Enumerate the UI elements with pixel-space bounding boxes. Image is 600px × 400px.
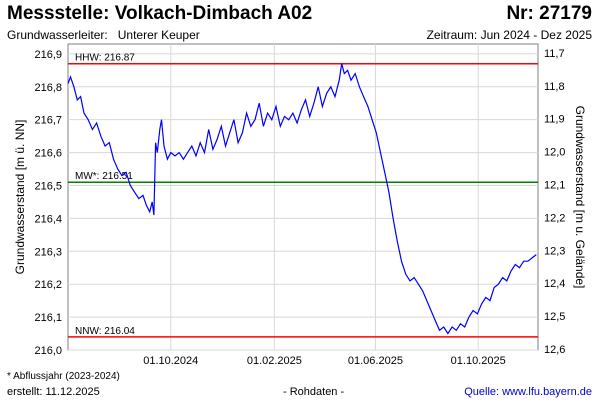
aquifer-label: Grundwasserleiter:	[7, 28, 108, 42]
station-number: Nr: 27179	[506, 3, 592, 24]
grid-lines	[68, 44, 538, 351]
aquifer-info: Grundwasserleiter: Unterer Keuper	[7, 28, 200, 42]
y2-tick-label: 12,5	[544, 311, 565, 323]
plot-area	[67, 43, 539, 351]
y-tick-label: 216,0	[34, 345, 62, 357]
y2-tick-label: 12,2	[544, 212, 565, 224]
reference-line-label: MW*: 216.51	[75, 171, 133, 182]
series-line	[67, 63, 537, 335]
y-tick-label: 216,6	[34, 148, 62, 160]
y-tick-label: 216,5	[34, 180, 62, 192]
x-tick-label: 01.02.2025	[247, 355, 302, 367]
x-tick-label: 01.06.2025	[348, 355, 403, 367]
source-link[interactable]: Quelle: www.lfu.bayern.de	[464, 386, 592, 398]
y2-tick-label: 12,4	[544, 278, 565, 290]
y-tick-label: 216,9	[34, 49, 62, 61]
reference-line-label: HHW: 216.87	[75, 53, 135, 64]
y2-axis-ticks: 11,7 11,8 11,9 12,0 12,1 12,2 12,3 12,4 12,5 12,6	[544, 48, 565, 356]
y2-axis-label: Grundwasserstand [m u. Gelände]	[573, 106, 587, 289]
y2-tick-label: 11,8	[544, 81, 565, 93]
y-axis-ticks: 216,0 216,1 216,2 216,3 216,4 216,5 216,6 216,7…	[34, 49, 62, 357]
footnote: * Abflussjahr (2023-2024)	[7, 371, 120, 382]
y-tick-label: 216,2	[34, 279, 62, 291]
y2-tick-label: 12,6	[544, 344, 565, 356]
aquifer-value: Unterer Keuper	[117, 28, 200, 42]
x-axis-ticks: 01.10.2024 01.02.2025 01.06.2025 01.10.2025	[143, 355, 505, 367]
y-tick-label: 216,4	[34, 213, 62, 225]
y2-tick-label: 11,9	[544, 114, 565, 126]
x-tick-label: 01.10.2024	[143, 355, 198, 367]
rawdata-note: - Rohdaten -	[283, 386, 345, 398]
y-tick-label: 216,1	[34, 312, 62, 324]
created-date: erstellt: 11.12.2025	[7, 386, 100, 398]
y2-tick-label: 12,0	[544, 147, 565, 159]
reference-lines: HHW: 216.87 MW*: 216.51 NNW: 216.04	[68, 53, 538, 338]
x-tick-label: 01.10.2025	[451, 355, 506, 367]
station-title: Messstelle: Volkach-Dimbach A02	[7, 3, 313, 24]
y2-tick-label: 11,7	[544, 48, 565, 60]
reference-line-label: NNW: 216.04	[75, 326, 135, 337]
y-tick-label: 216,8	[34, 82, 62, 94]
y-tick-label: 216,7	[34, 115, 62, 127]
y2-tick-label: 12,1	[544, 179, 565, 191]
y2-tick-label: 12,3	[544, 245, 565, 257]
y-tick-label: 216,3	[34, 246, 62, 258]
period-label: Zeitraum: Jun 2024 - Dez 2025	[426, 28, 592, 42]
y-axis-label: Grundwasserstand [m ü. NN]	[13, 120, 27, 275]
